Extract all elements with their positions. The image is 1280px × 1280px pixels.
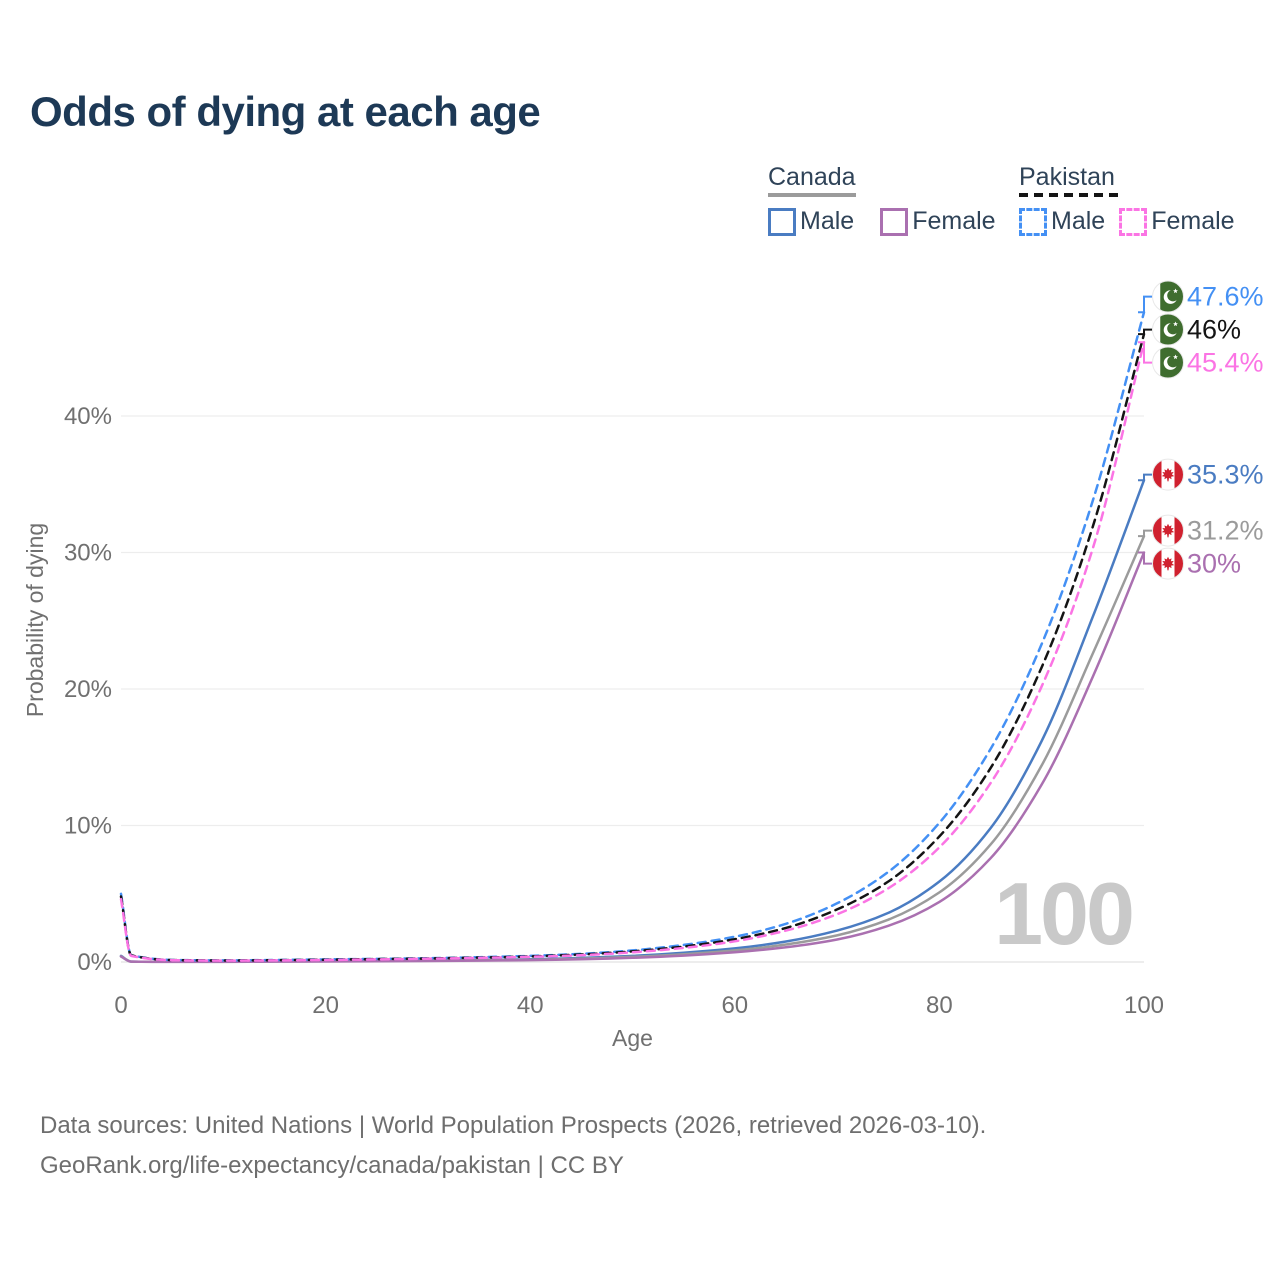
data-source-line: Data sources: United Nations | World Pop…	[40, 1112, 987, 1139]
legend-item-label: Female	[912, 207, 996, 235]
legend-item-label: Female	[1151, 207, 1235, 235]
end-value-label: 30%	[1187, 549, 1241, 579]
y-tick-label: 0%	[77, 949, 112, 976]
end-label-leader-line	[1138, 529, 1152, 538]
end-value-label: 46%	[1187, 315, 1241, 345]
legend-country-canada[interactable]: Canada	[768, 163, 856, 191]
x-tick-label: 20	[312, 992, 339, 1019]
end-value-label: 35.3%	[1187, 460, 1264, 490]
legend-country-pakistan[interactable]: Pakistan	[1019, 163, 1115, 191]
end-value-label: 47.6%	[1187, 282, 1264, 312]
series-line-pakistan-female	[119, 341, 1146, 962]
canada-female-swatch-icon	[880, 207, 909, 236]
end-value-label: 31.2%	[1187, 516, 1264, 546]
end-label-leader-line	[1138, 295, 1152, 314]
legend-item-pakistan-male[interactable]: Male	[1019, 207, 1105, 236]
canada-male-swatch-icon	[768, 207, 796, 236]
legend-item-canada-male[interactable]: Male	[768, 207, 854, 236]
y-tick-label: 30%	[64, 540, 112, 567]
pakistan-flag-icon	[1152, 346, 1184, 379]
pakistan-female-swatch-icon	[1119, 207, 1148, 236]
page-title: Odds of dying at each age	[30, 88, 541, 135]
legend-group-pakistan: Pakistan Male Female	[1019, 164, 1235, 236]
pakistan-flag-icon	[1152, 313, 1184, 346]
pakistan-male-swatch-icon	[1019, 207, 1047, 236]
legend-item-canada-female[interactable]: Female	[880, 207, 996, 236]
end-label-leader-line	[1138, 473, 1152, 482]
x-tick-label: 100	[1124, 992, 1164, 1019]
canada-flag-icon	[1152, 514, 1184, 547]
end-label-leader-line	[1138, 341, 1152, 364]
pakistan-flag-icon	[1152, 280, 1184, 313]
end-value-label: 45.4%	[1187, 348, 1264, 378]
attribution-line: GeoRank.org/life-expectancy/canada/pakis…	[40, 1152, 624, 1179]
legend-item-pakistan-female[interactable]: Female	[1119, 207, 1235, 236]
canada-flag-icon	[1152, 547, 1184, 580]
end-label-leader-line	[1138, 328, 1152, 336]
data-source-note: Data sources: United Nations | World Pop…	[40, 1106, 986, 1186]
legend-group-canada: Canada Male Female	[768, 164, 996, 236]
end-label-leader-line	[1138, 551, 1152, 565]
legend-line-sample-pakistan	[1019, 193, 1121, 197]
y-axis-title: Probability of dying	[22, 523, 48, 717]
legend-item-label: Male	[800, 207, 855, 235]
legend-line-sample-canada	[768, 193, 856, 197]
legend-item-label: Male	[1051, 207, 1106, 235]
x-axis-title: Age	[612, 1025, 653, 1051]
x-tick-label: 0	[114, 992, 127, 1019]
y-tick-label: 40%	[64, 403, 112, 430]
y-tick-label: 10%	[64, 813, 112, 840]
x-tick-label: 60	[721, 992, 748, 1019]
age-indicator-watermark: 100	[994, 864, 1132, 963]
canada-flag-icon	[1152, 458, 1184, 491]
y-tick-label: 20%	[64, 676, 112, 703]
x-tick-label: 40	[517, 992, 544, 1019]
x-tick-label: 80	[926, 992, 953, 1019]
